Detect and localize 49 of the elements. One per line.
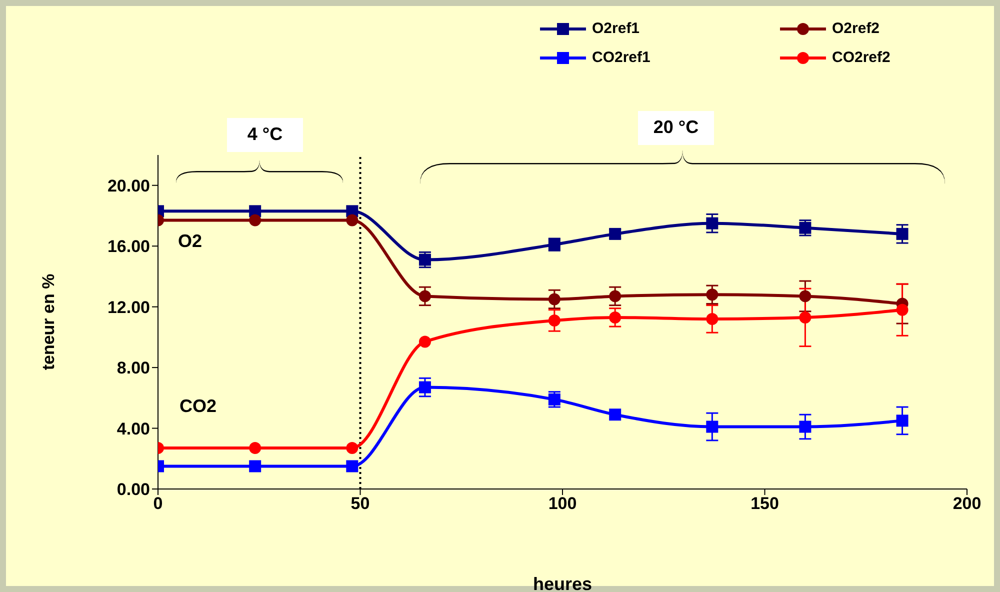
point [249,460,262,472]
point [799,311,812,324]
x-tick-label: 50 [350,494,370,514]
legend-label: O2ref1 [592,20,640,37]
point [548,293,560,306]
point [249,214,262,226]
annotation: CO2 [179,396,217,416]
point [418,336,431,348]
annotation: O2 [178,231,202,251]
x-tick-label: 150 [750,494,779,514]
point [896,414,908,427]
point [418,254,431,266]
point [346,442,358,454]
point [706,420,718,433]
legend-label: CO2ref2 [832,49,890,66]
point [346,460,358,472]
y-tick-label: 8.00 [116,358,150,378]
point [799,290,812,302]
y-tick-label: 4.00 [116,419,150,438]
x-tick-label: 200 [952,494,982,514]
y-tick-label: 0.00 [116,480,150,500]
text: 4 °C [247,124,283,144]
point [609,228,622,240]
point [609,290,622,302]
point [548,314,560,326]
x-tick-label: 100 [548,494,577,514]
point [418,290,431,302]
point [609,311,622,324]
y-tick-label: 20.00 [107,176,150,196]
y-tick-label: 16.00 [107,237,150,256]
point [799,420,812,433]
point [249,442,262,454]
point [706,312,718,325]
y-tick-label: 12.00 [107,298,150,317]
point [706,288,718,301]
x-axis-title: heures [532,574,592,592]
point [896,304,908,316]
legend-label: O2ref2 [832,20,880,37]
point [609,408,622,421]
point [346,214,358,226]
point [896,228,908,240]
x-tick-label: 0 [153,494,163,514]
point [799,222,812,234]
point [706,217,718,230]
text: 20 °C [653,117,699,137]
y-axis-title: teneur en % [39,274,58,370]
legend-label: CO2ref1 [592,49,650,66]
point [548,393,560,406]
point [418,381,431,394]
